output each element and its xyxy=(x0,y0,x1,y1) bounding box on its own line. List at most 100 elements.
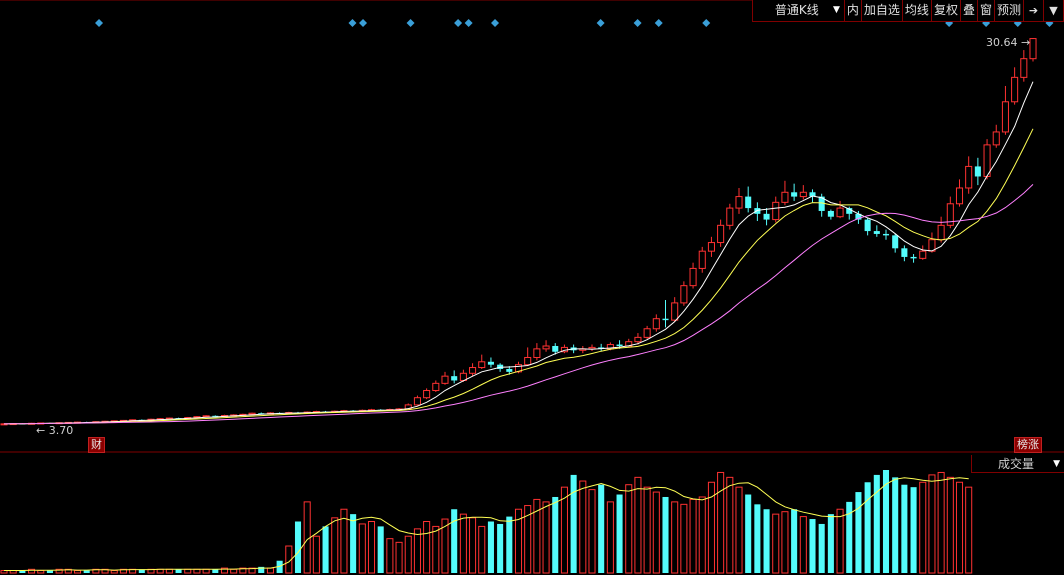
event-marker-icon xyxy=(406,19,415,27)
forecast-button[interactable]: 预测 xyxy=(995,0,1024,21)
event-marker-icon xyxy=(596,19,605,27)
volume-bar-up xyxy=(478,525,486,574)
volume-ma-line xyxy=(4,477,969,571)
add-watchlist-button[interactable]: 加自选 xyxy=(862,0,903,21)
candle-body-down xyxy=(882,233,890,236)
adjust-rights-button[interactable]: 复权 xyxy=(932,0,961,21)
volume-bar-up xyxy=(652,491,660,574)
volume-bar-up xyxy=(588,489,596,574)
event-marker-icon xyxy=(348,19,357,27)
event-marker-icon xyxy=(633,19,642,27)
volume-bar-down xyxy=(855,492,862,573)
volume-bar-up xyxy=(37,570,45,574)
candle-body-down xyxy=(616,344,623,346)
rank-badge[interactable]: 榜涨 xyxy=(1014,437,1042,453)
candle-body-up xyxy=(202,415,210,418)
volume-bar-up xyxy=(441,518,449,574)
volume-bar-down xyxy=(138,569,145,573)
candle-body-down xyxy=(791,192,798,197)
volume-bar-up xyxy=(340,508,348,574)
volume-bar-up xyxy=(698,496,706,574)
volume-bar-up xyxy=(726,476,734,574)
exit-icon[interactable]: ➔ xyxy=(1024,0,1044,21)
volume-bar-down xyxy=(212,569,219,573)
candle-body-up xyxy=(726,207,734,226)
volume-bar-up xyxy=(202,568,210,574)
moving-average-button[interactable]: 均线 xyxy=(903,0,932,21)
candle-body-up xyxy=(634,336,642,343)
volume-bar-up xyxy=(459,513,467,574)
candle-body-down xyxy=(827,210,834,217)
candle-body-down xyxy=(809,192,816,197)
volume-bar-up xyxy=(367,521,376,574)
ma10-line xyxy=(3,128,1034,425)
finance-badge[interactable]: 财 xyxy=(88,437,105,453)
chevron-down-icon: ▼ xyxy=(1053,458,1060,469)
volume-bar-down xyxy=(258,566,265,573)
volume-bar-up xyxy=(542,501,550,574)
candle-body-up xyxy=(772,201,780,221)
candle-body-up xyxy=(1020,58,1028,78)
volume-bar-up xyxy=(772,513,780,574)
volume-bar-up xyxy=(606,501,614,574)
candle-body-up xyxy=(735,196,743,209)
volume-bar-up xyxy=(73,570,82,574)
volume-bar-up xyxy=(423,521,431,574)
volume-bar-down xyxy=(616,494,623,573)
candle-body-down xyxy=(855,213,862,220)
event-marker-icon xyxy=(464,19,473,27)
volume-indicator-label: 成交量 xyxy=(998,457,1035,471)
candle-body-up xyxy=(937,224,945,241)
volume-bar-down xyxy=(754,504,761,573)
volume-bar-up xyxy=(110,570,118,574)
volume-bar-up xyxy=(331,517,339,574)
candle-body-up xyxy=(955,187,964,205)
candle-body-up xyxy=(533,348,541,358)
candle-body-down xyxy=(864,219,871,232)
volume-bar-up xyxy=(560,486,568,574)
kline-type-select[interactable]: 普通K线 ▼ xyxy=(753,0,845,21)
window-button[interactable]: 窗 xyxy=(978,0,995,21)
event-marker-icon xyxy=(702,19,711,27)
volume-bar-up xyxy=(836,508,844,574)
candle-body-up xyxy=(671,302,679,321)
volume-bar-up xyxy=(220,567,229,574)
candle-body-up xyxy=(717,224,725,244)
volume-bar-up xyxy=(799,516,807,574)
volume-bar-up xyxy=(689,498,697,574)
kline-type-label: 普通K线 xyxy=(774,3,819,17)
volume-bar-up xyxy=(165,568,173,574)
candle-body-down xyxy=(258,413,265,415)
event-marker-icon xyxy=(654,19,663,27)
volume-bar-down xyxy=(294,521,302,573)
volume-bar-down xyxy=(745,494,752,573)
chevron-down-icon[interactable]: ▼ xyxy=(1044,0,1064,21)
volume-bar-down xyxy=(497,523,504,573)
event-marker-icon xyxy=(359,19,368,27)
volume-bar-up xyxy=(717,471,725,574)
inner-button[interactable]: 内 xyxy=(845,0,862,21)
volume-bar-down xyxy=(864,482,871,573)
candle-body-up xyxy=(698,250,706,269)
candle-body-down xyxy=(974,166,981,177)
volume-bar-up xyxy=(28,568,36,574)
candle-body-up xyxy=(799,191,807,198)
volume-bar-up xyxy=(156,568,164,574)
volume-bar-up xyxy=(965,486,973,574)
volume-bar-down xyxy=(873,474,880,573)
volume-bar-down xyxy=(846,501,853,573)
volume-bar-up xyxy=(533,498,541,574)
candle-body-down xyxy=(212,415,219,417)
volume-indicator-select[interactable]: 成交量 ▼ xyxy=(971,455,1064,473)
volume-bar-up xyxy=(239,567,247,574)
overlay-button[interactable]: 叠 xyxy=(961,0,978,21)
volume-bar-down xyxy=(818,523,825,573)
chart-toolbar: 普通K线 ▼ 内 加自选 均线 复权 叠 窗 预测 ➔ ▼ xyxy=(751,0,1064,22)
candle-body-up xyxy=(524,356,532,366)
candle-body-up xyxy=(1029,38,1037,60)
volume-bar-down xyxy=(809,519,816,573)
volume-bar-down xyxy=(506,516,513,573)
volume-bar-down xyxy=(552,496,559,573)
volume-bar-up xyxy=(248,567,256,574)
